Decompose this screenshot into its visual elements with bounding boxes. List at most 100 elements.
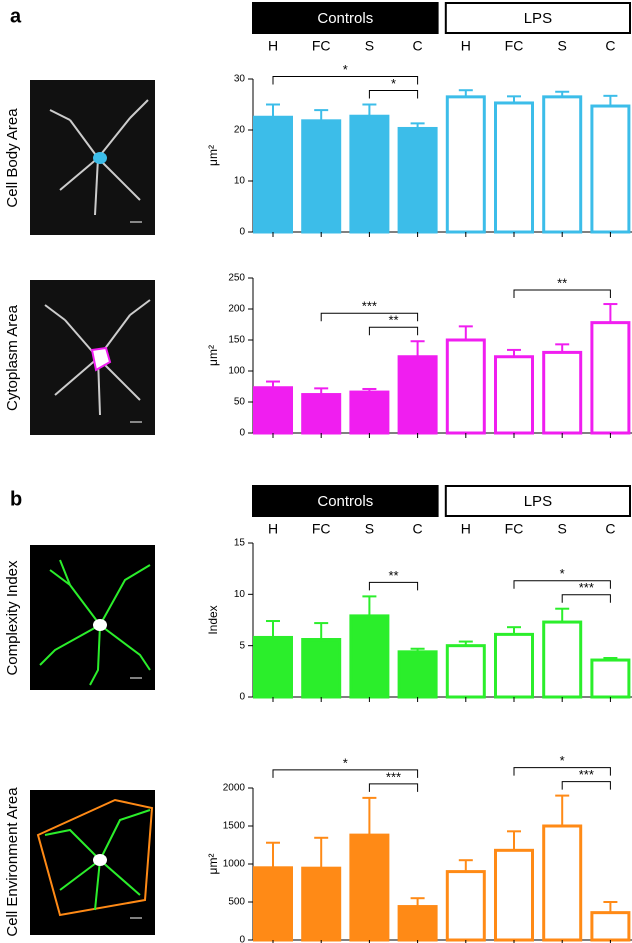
- bar: [301, 638, 342, 699]
- y-tick-label: 0: [239, 428, 245, 439]
- category-label: C: [605, 38, 615, 54]
- bar: [542, 350, 583, 435]
- micrograph: [30, 80, 155, 935]
- bar: [349, 833, 390, 942]
- y-tick-label: 1500: [223, 821, 246, 832]
- category-label: FC: [312, 521, 331, 537]
- group-header: [444, 2, 631, 34]
- category-label: FC: [505, 38, 524, 54]
- significance-label: *: [343, 755, 348, 770]
- group-header: [252, 2, 439, 34]
- category-label: FC: [312, 38, 331, 54]
- bar: [397, 650, 438, 699]
- y-axis-title: Index: [206, 605, 220, 634]
- y-tick-label: 200: [228, 304, 245, 315]
- bar: [253, 115, 293, 234]
- y-tick-label: 250: [228, 273, 245, 284]
- group-header-label: Controls: [317, 493, 373, 510]
- significance-label: **: [388, 568, 398, 583]
- bar: [542, 95, 583, 234]
- bar: [542, 824, 583, 942]
- significance-bracket: [561, 594, 611, 603]
- bar: [301, 866, 342, 942]
- group-header-label: Controls: [317, 10, 373, 27]
- group-header-label: LPS: [524, 493, 552, 510]
- bar: [590, 104, 631, 234]
- bar: [349, 390, 390, 435]
- bar: [301, 393, 342, 435]
- category-label: S: [365, 521, 374, 537]
- bar: [397, 905, 438, 942]
- significance-bracket: [368, 783, 419, 792]
- panel-label: a: [10, 5, 22, 27]
- y-axis-title: μm²: [206, 854, 220, 875]
- significance-bracket: [513, 580, 611, 589]
- significance-bracket: [513, 767, 611, 776]
- y-tick-label: 5: [239, 640, 245, 651]
- bar: [494, 355, 534, 435]
- significance-label: ***: [579, 580, 594, 595]
- bar: [253, 386, 293, 435]
- significance-label: *: [560, 753, 565, 768]
- category-label: H: [268, 521, 278, 537]
- y-tick-label: 0: [239, 935, 245, 943]
- significance-label: **: [557, 275, 567, 290]
- bar: [349, 614, 390, 699]
- bar: [445, 95, 486, 234]
- y-tick-label: 10: [234, 589, 246, 600]
- bar: [397, 355, 438, 435]
- y-tick-label: 100: [228, 366, 245, 377]
- significance-bracket: [368, 326, 419, 336]
- category-label: H: [268, 38, 278, 54]
- bar: [253, 866, 293, 942]
- bar: [397, 126, 438, 234]
- y-tick-label: 0: [239, 692, 245, 703]
- significance-label: ***: [386, 769, 401, 784]
- bar: [542, 620, 583, 699]
- category-label: FC: [505, 521, 524, 537]
- category-label: C: [413, 38, 423, 54]
- y-tick-label: 1000: [223, 859, 246, 870]
- y-tick-label: 15: [234, 538, 246, 549]
- significance-bracket: [320, 312, 419, 322]
- bar: [590, 911, 631, 942]
- y-tick-label: 500: [228, 897, 245, 908]
- y-tick-label: 10: [234, 176, 246, 187]
- significance-label: **: [388, 313, 398, 328]
- group-header: [444, 485, 631, 517]
- bar: [445, 644, 486, 699]
- row-label: Complexity Index: [4, 560, 21, 676]
- significance-label: *: [343, 62, 348, 77]
- bar: [253, 635, 293, 699]
- y-axis-title: μm²: [206, 345, 220, 366]
- y-tick-label: 2000: [223, 783, 246, 794]
- significance-bracket: [272, 76, 419, 85]
- significance-bracket: [513, 289, 611, 299]
- significance-label: *: [391, 76, 396, 91]
- panel-label: b: [10, 488, 22, 510]
- bar: [494, 848, 534, 942]
- bar: [301, 119, 342, 234]
- bar: [349, 114, 390, 234]
- y-tick-label: 20: [234, 125, 246, 136]
- category-label: C: [413, 521, 423, 537]
- category-label: H: [461, 38, 471, 54]
- category-label: S: [558, 521, 567, 537]
- y-axis-title: μm²: [206, 145, 220, 166]
- row-label: Cell Body Area: [4, 108, 21, 208]
- bar: [494, 632, 534, 699]
- category-label: C: [605, 521, 615, 537]
- significance-label: ***: [579, 767, 594, 782]
- bar: [590, 321, 631, 435]
- bar: [590, 658, 631, 699]
- significance-bracket: [368, 90, 419, 99]
- y-tick-label: 0: [239, 227, 245, 238]
- row-label: Cytoplasm Area: [4, 304, 21, 411]
- row-label: Cell Environment Area: [4, 787, 21, 937]
- bar: [445, 338, 486, 435]
- category-label: S: [365, 38, 374, 54]
- significance-bracket: [272, 769, 419, 778]
- significance-label: ***: [362, 299, 377, 314]
- significance-bracket: [561, 781, 611, 790]
